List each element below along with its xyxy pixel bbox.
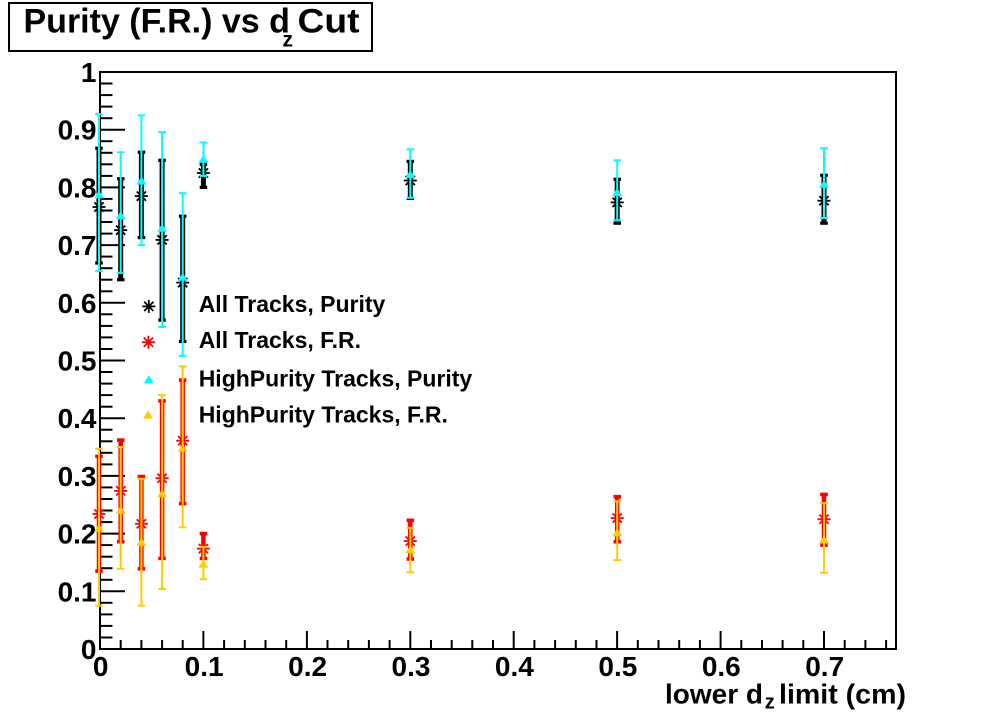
svg-text:0.1: 0.1: [58, 576, 97, 607]
svg-text:z: z: [765, 692, 775, 714]
svg-text:0.3: 0.3: [58, 461, 97, 492]
svg-text:HighPurity Tracks, F.R.: HighPurity Tracks, F.R.: [199, 401, 448, 427]
svg-text:1: 1: [81, 57, 97, 88]
svg-text:0: 0: [93, 651, 109, 682]
svg-text:0.4: 0.4: [495, 651, 534, 682]
svg-text:0.7: 0.7: [805, 651, 844, 682]
svg-text:All Tracks, Purity: All Tracks, Purity: [199, 291, 386, 317]
svg-text:0.6: 0.6: [702, 651, 741, 682]
svg-text:0.4: 0.4: [58, 403, 97, 434]
svg-text:Purity (F.R.) vs d: Purity (F.R.) vs d: [24, 3, 290, 41]
svg-text:lower d: lower d: [665, 679, 763, 710]
svg-text:HighPurity Tracks, Purity: HighPurity Tracks, Purity: [199, 365, 473, 391]
svg-text:0.9: 0.9: [58, 115, 97, 146]
svg-text:0.6: 0.6: [58, 288, 97, 319]
svg-text:0.2: 0.2: [288, 651, 327, 682]
svg-text:0.5: 0.5: [58, 346, 97, 377]
svg-text:All Tracks, F.R.: All Tracks, F.R.: [199, 327, 361, 353]
svg-text:0.8: 0.8: [58, 172, 97, 203]
svg-text:0: 0: [81, 634, 97, 665]
svg-text:0.3: 0.3: [392, 651, 431, 682]
svg-text:z: z: [283, 29, 294, 52]
svg-text:0.7: 0.7: [58, 230, 97, 261]
svg-text:0.2: 0.2: [58, 519, 97, 550]
svg-text:limit (cm): limit (cm): [779, 679, 906, 710]
svg-text:0.5: 0.5: [598, 651, 637, 682]
svg-text:Cut: Cut: [298, 3, 360, 41]
svg-text:0.1: 0.1: [185, 651, 224, 682]
